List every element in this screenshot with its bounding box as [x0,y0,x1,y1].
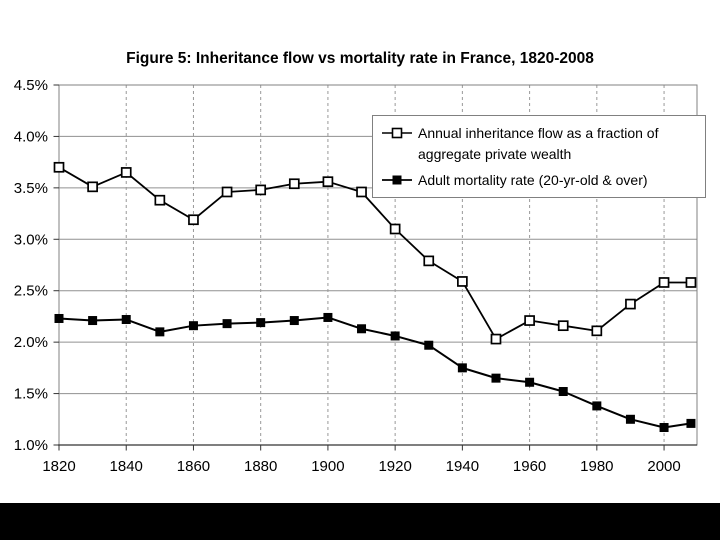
data-point-marker [155,327,165,337]
data-point-marker [53,161,65,173]
legend-item-mortality: Adult mortality rate (20-yr-old & over) [382,170,700,191]
data-point-marker [221,186,233,198]
data-point-marker [120,167,132,178]
data-point-marker [322,176,334,188]
letterbox-bottom-bar [0,503,720,540]
data-point-marker [558,387,568,397]
x-tick-label: 1860 [177,458,210,475]
data-point-marker [357,324,367,334]
y-tick-label: 3.5% [14,180,48,197]
legend-item-inheritance: Annual inheritance flow as a fraction of… [382,123,700,165]
data-point-marker [289,316,299,326]
data-point-marker [491,373,501,383]
data-point-marker [457,363,467,373]
x-tick-label: 1960 [513,458,546,475]
data-point-marker [356,186,367,198]
data-point-marker [255,184,267,196]
data-point-marker [390,331,400,341]
x-tick-label: 1980 [580,458,613,475]
series-line [58,316,692,429]
filled-square-marker-icon [382,175,412,185]
x-tick-label: 1920 [378,458,411,475]
series-line [58,166,691,340]
legend-label-mortality: Adult mortality rate (20-yr-old & over) [418,172,648,188]
data-point-marker [457,276,468,287]
data-point-marker [591,325,603,337]
data-point-marker [389,223,401,235]
data-point-marker [525,377,535,387]
x-tick-label: 1880 [244,458,277,475]
data-point-marker [54,313,64,323]
chart-title: Figure 5: Inheritance flow vs mortality … [126,50,594,67]
data-point-marker [658,277,670,288]
x-tick-label: 1900 [311,458,344,475]
x-tick-label: 1940 [446,458,479,475]
y-tick-label: 1.5% [14,386,48,403]
x-tick-label: 1820 [42,458,75,475]
data-point-marker [222,319,232,329]
data-point-marker [323,312,333,322]
chart-legend: Annual inheritance flow as a fraction of… [372,115,706,198]
data-point-marker [686,418,696,428]
data-point-marker [88,316,98,326]
data-point-marker [256,318,266,328]
data-point-marker [188,214,199,226]
data-point-marker [524,315,535,326]
data-point-marker [121,315,131,325]
legend-label-inheritance: Annual inheritance flow as a fraction of… [418,125,659,162]
y-tick-label: 1.0% [14,437,48,454]
y-tick-label: 3.0% [14,231,48,248]
y-tick-label: 2.0% [14,334,48,351]
data-point-marker [154,194,166,206]
data-point-marker [625,298,636,310]
x-tick-label: 1840 [110,458,143,475]
data-point-marker [423,255,435,267]
x-tick-label: 2000 [647,458,680,475]
data-point-marker [288,178,300,190]
data-point-marker [625,414,635,424]
y-tick-label: 2.5% [14,283,48,300]
data-point-marker [659,423,669,433]
open-square-marker-icon [382,127,412,139]
data-point-marker [685,277,697,288]
data-point-marker [557,320,569,332]
data-point-marker [424,340,434,350]
data-point-marker [87,181,98,193]
data-point-marker [490,333,502,345]
data-point-marker [188,321,198,331]
y-tick-label: 4.5% [14,77,48,94]
data-point-marker [592,401,602,411]
y-tick-label: 4.0% [14,128,48,145]
